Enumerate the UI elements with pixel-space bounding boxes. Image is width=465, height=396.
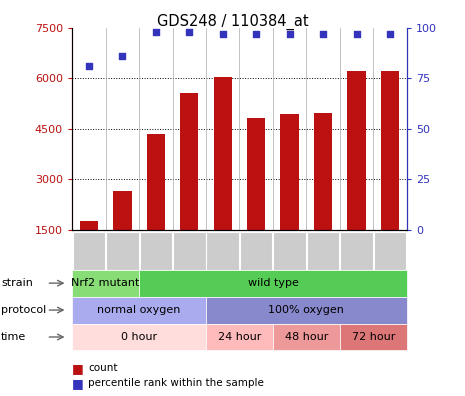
Text: ■: ■ — [72, 377, 84, 390]
Point — [252, 30, 260, 37]
Text: GDS248 / 110384_at: GDS248 / 110384_at — [157, 14, 308, 30]
Point — [286, 30, 293, 37]
Text: 24 hour: 24 hour — [218, 332, 261, 342]
Bar — [247, 118, 266, 230]
Bar — [280, 114, 299, 230]
Text: percentile rank within the sample: percentile rank within the sample — [88, 378, 264, 388]
Bar — [180, 93, 199, 230]
Point — [386, 30, 394, 37]
Text: 72 hour: 72 hour — [352, 332, 395, 342]
Text: protocol: protocol — [1, 305, 46, 315]
Bar — [146, 134, 165, 230]
Text: count: count — [88, 363, 118, 373]
Bar — [113, 191, 132, 230]
Bar — [314, 112, 332, 230]
Text: strain: strain — [1, 278, 33, 288]
Point — [85, 63, 93, 69]
Text: 0 hour: 0 hour — [121, 332, 157, 342]
Bar — [381, 71, 399, 230]
Point — [319, 30, 327, 37]
Point — [152, 29, 159, 35]
Text: 100% oxygen: 100% oxygen — [268, 305, 345, 315]
Point — [219, 30, 226, 37]
Text: 48 hour: 48 hour — [285, 332, 328, 342]
Bar — [213, 76, 232, 230]
Text: normal oxygen: normal oxygen — [97, 305, 181, 315]
Text: wild type: wild type — [247, 278, 299, 288]
Bar — [80, 221, 98, 230]
Text: ■: ■ — [72, 362, 84, 375]
Point — [119, 53, 126, 59]
Text: time: time — [1, 332, 26, 342]
Point — [353, 30, 360, 37]
Text: Nrf2 mutant: Nrf2 mutant — [71, 278, 140, 288]
Bar — [347, 71, 366, 230]
Point — [186, 29, 193, 35]
